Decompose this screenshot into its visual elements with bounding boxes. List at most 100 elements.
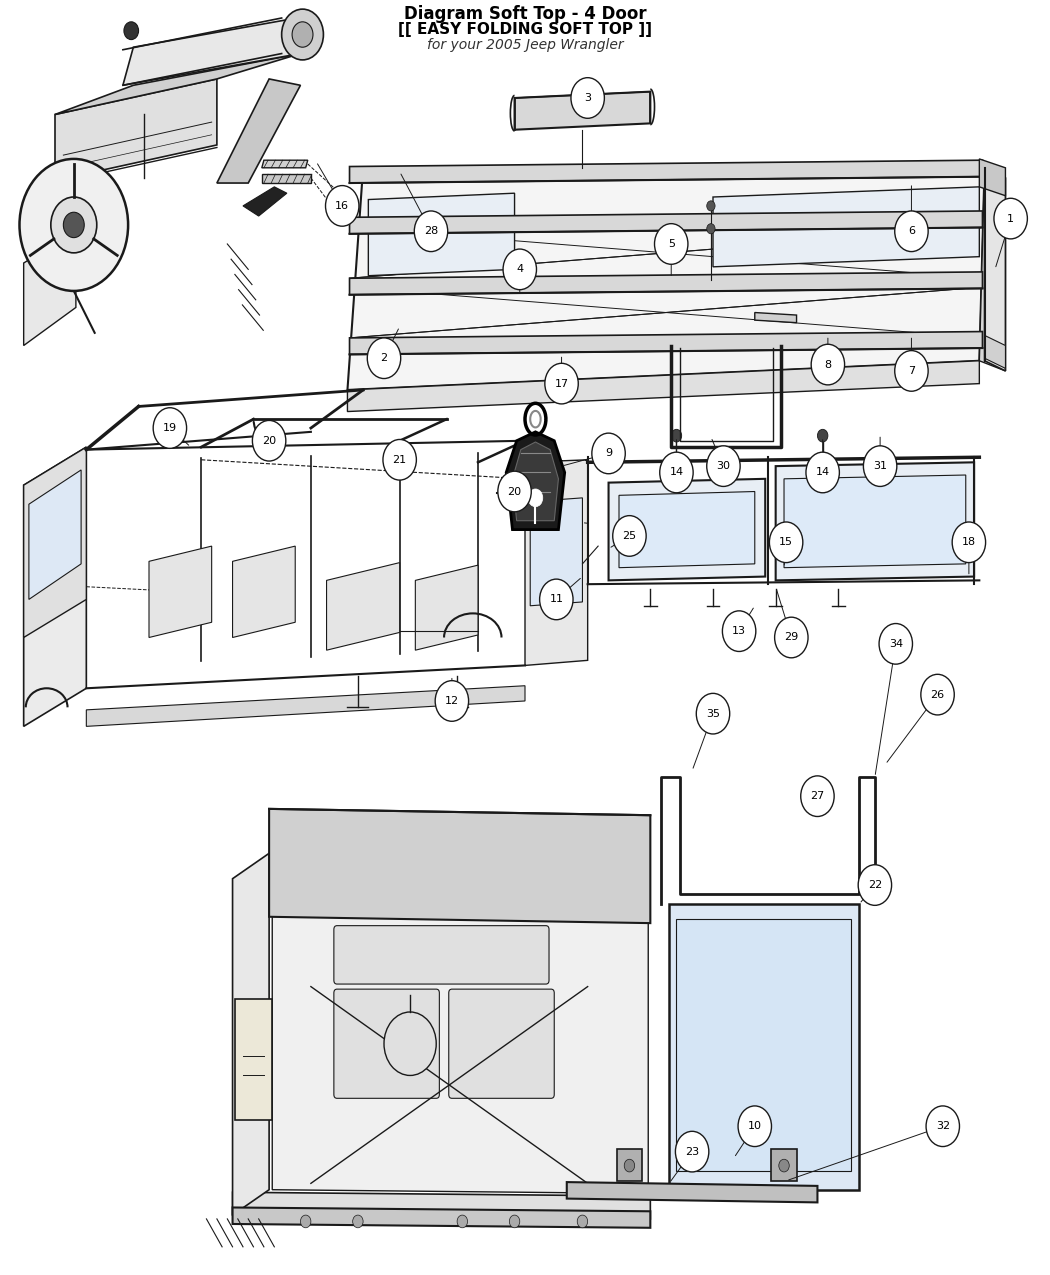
Polygon shape <box>506 432 565 529</box>
Polygon shape <box>232 1207 650 1228</box>
Polygon shape <box>416 565 478 650</box>
Text: 20: 20 <box>262 436 276 446</box>
Text: 25: 25 <box>623 530 636 541</box>
Polygon shape <box>620 492 755 567</box>
Text: [[ EASY FOLDING SOFT TOP ]]: [[ EASY FOLDING SOFT TOP ]] <box>398 22 652 37</box>
Circle shape <box>926 1105 960 1146</box>
Polygon shape <box>512 442 559 520</box>
Circle shape <box>952 521 986 562</box>
Circle shape <box>770 521 803 562</box>
Text: 22: 22 <box>867 880 882 890</box>
Circle shape <box>300 1215 311 1228</box>
Polygon shape <box>217 79 300 184</box>
Text: 19: 19 <box>163 423 177 434</box>
Polygon shape <box>350 161 983 184</box>
Circle shape <box>498 472 531 511</box>
Circle shape <box>153 408 187 449</box>
Text: 9: 9 <box>605 449 612 459</box>
Polygon shape <box>985 168 1006 371</box>
Text: 26: 26 <box>930 690 945 700</box>
Polygon shape <box>669 904 859 1190</box>
Circle shape <box>722 611 756 652</box>
Polygon shape <box>755 312 797 323</box>
Polygon shape <box>272 913 648 1193</box>
Polygon shape <box>55 79 217 181</box>
Text: 18: 18 <box>962 537 975 547</box>
Circle shape <box>812 344 844 385</box>
Circle shape <box>613 515 646 556</box>
Polygon shape <box>232 546 295 638</box>
Polygon shape <box>713 187 980 266</box>
Text: 10: 10 <box>748 1121 762 1131</box>
FancyBboxPatch shape <box>448 989 554 1098</box>
Text: 11: 11 <box>549 594 564 604</box>
Polygon shape <box>514 92 650 130</box>
Polygon shape <box>980 159 1006 196</box>
Circle shape <box>540 579 573 620</box>
Polygon shape <box>567 1182 818 1202</box>
Circle shape <box>457 1215 467 1228</box>
FancyBboxPatch shape <box>334 989 439 1098</box>
Polygon shape <box>676 919 851 1170</box>
Polygon shape <box>29 470 81 599</box>
Polygon shape <box>609 479 765 580</box>
Polygon shape <box>784 476 966 567</box>
Circle shape <box>895 351 928 391</box>
Circle shape <box>509 1215 520 1228</box>
Polygon shape <box>327 562 400 650</box>
Polygon shape <box>24 448 86 727</box>
Polygon shape <box>980 168 1006 371</box>
Circle shape <box>20 159 128 291</box>
Circle shape <box>671 430 681 442</box>
Text: 34: 34 <box>888 639 903 649</box>
Text: 1: 1 <box>1007 214 1014 223</box>
Text: 7: 7 <box>908 366 915 376</box>
Text: 16: 16 <box>335 201 350 210</box>
Circle shape <box>696 694 730 734</box>
Circle shape <box>435 681 468 722</box>
Polygon shape <box>261 161 308 168</box>
Text: 21: 21 <box>393 455 406 465</box>
Circle shape <box>384 1012 436 1075</box>
Circle shape <box>775 617 808 658</box>
Polygon shape <box>234 1000 272 1119</box>
Circle shape <box>879 623 912 664</box>
Circle shape <box>779 1159 790 1172</box>
Circle shape <box>415 210 447 251</box>
Text: 8: 8 <box>824 360 832 370</box>
Polygon shape <box>232 1192 650 1219</box>
Text: 14: 14 <box>816 468 830 477</box>
Circle shape <box>801 776 834 816</box>
Circle shape <box>895 210 928 251</box>
Circle shape <box>326 186 359 226</box>
Text: 13: 13 <box>732 626 747 636</box>
Text: for your 2005 Jeep Wrangler: for your 2005 Jeep Wrangler <box>426 38 624 52</box>
Polygon shape <box>525 460 588 666</box>
Polygon shape <box>530 497 583 606</box>
Polygon shape <box>350 272 983 295</box>
Circle shape <box>592 434 625 474</box>
Polygon shape <box>350 210 983 233</box>
Text: 4: 4 <box>517 264 523 274</box>
Polygon shape <box>985 335 1006 368</box>
Circle shape <box>707 223 715 233</box>
Circle shape <box>921 674 954 715</box>
Text: 23: 23 <box>685 1146 699 1156</box>
Polygon shape <box>348 168 985 390</box>
Polygon shape <box>261 175 311 184</box>
Circle shape <box>281 9 323 60</box>
Text: 5: 5 <box>668 238 675 249</box>
Circle shape <box>858 864 891 905</box>
Text: 6: 6 <box>908 226 915 236</box>
Circle shape <box>252 421 286 462</box>
Polygon shape <box>149 546 212 638</box>
Polygon shape <box>243 187 287 215</box>
FancyBboxPatch shape <box>334 926 549 984</box>
Polygon shape <box>776 463 974 580</box>
Circle shape <box>738 1105 772 1146</box>
Circle shape <box>503 249 537 289</box>
Text: Diagram Soft Top - 4 Door: Diagram Soft Top - 4 Door <box>403 5 647 23</box>
Circle shape <box>50 198 97 252</box>
Circle shape <box>624 1159 634 1172</box>
Circle shape <box>659 453 693 492</box>
